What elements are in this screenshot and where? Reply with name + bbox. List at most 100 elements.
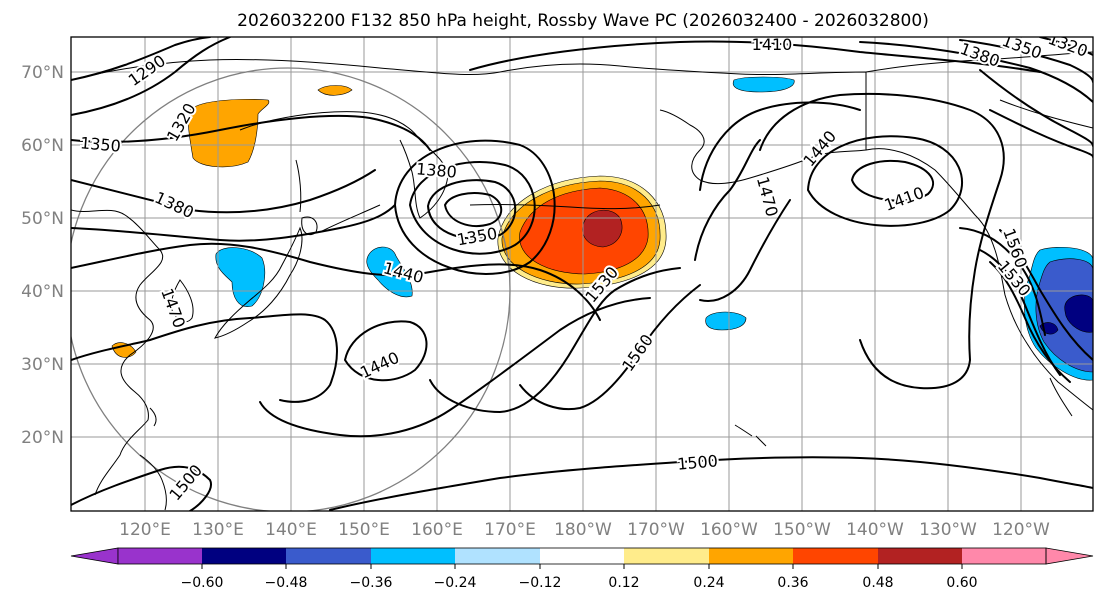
lon-tick-label: 120°W <box>992 520 1050 540</box>
contour-1500-trough <box>699 101 861 191</box>
contour-label: 1410 <box>752 35 793 54</box>
contour-label: 1350 <box>79 133 121 155</box>
contour-low-alaska-1 <box>851 159 934 202</box>
coast-korea <box>171 279 194 323</box>
coast-kamchatka <box>399 139 449 219</box>
colorbar-segment <box>455 548 540 564</box>
colorbar-tick-label: −0.48 <box>265 575 308 591</box>
contour-1440-west <box>71 242 601 321</box>
contour-1350-north <box>959 39 1093 83</box>
colorbar-segment <box>962 548 1046 564</box>
lon-tick-label: 170°E <box>484 520 536 540</box>
lat-tick-label: 40°N <box>21 282 64 302</box>
negative-anomaly-west-us-mid <box>1035 258 1093 373</box>
negative-anomaly-japan-sea <box>215 247 265 307</box>
lat-tick-label: 30°N <box>21 355 64 375</box>
colorbar-tick-label: 0.60 <box>946 575 977 591</box>
colorbar-tick-label: 0.48 <box>862 575 893 591</box>
contour-1470-west <box>71 313 338 403</box>
colorbar-segment <box>286 548 371 564</box>
anomaly-fills <box>111 76 1093 381</box>
colorbar-segment <box>202 548 286 564</box>
lon-tick-label: 130°E <box>192 520 244 540</box>
lon-tick-label: 140°W <box>846 520 904 540</box>
contour-1320 <box>71 37 231 116</box>
negative-anomaly-arctic <box>732 76 795 93</box>
coast-japan <box>214 226 303 339</box>
colorbar-extend-left <box>70 547 119 565</box>
colorbar-segment <box>118 548 202 564</box>
coast-taiwan <box>149 407 157 427</box>
coast-philippines <box>139 454 167 511</box>
colorbar-border <box>117 547 1047 565</box>
contour-1290 <box>71 37 211 81</box>
colorbar-extend-right <box>1045 547 1094 565</box>
latitude-labels: 70°N 60°N 50°N 40°N 30°N 20°N <box>21 63 64 448</box>
contour-low-alaska-2 <box>807 135 964 227</box>
lon-tick-label: 160°E <box>411 520 463 540</box>
lon-tick-label: 150°W <box>773 520 831 540</box>
lon-tick-label: 180°W <box>554 520 612 540</box>
contour-1500-long <box>329 456 1093 511</box>
contour-1500-south <box>71 465 212 511</box>
colorbar-segment <box>878 548 962 564</box>
contour-label: 1380 <box>415 159 457 181</box>
positive-anomaly-small-north <box>317 85 353 96</box>
lon-tick-label: 140°E <box>265 520 317 540</box>
lat-tick-label: 20°N <box>21 428 64 448</box>
colorbar-segment <box>624 548 709 564</box>
negative-anomaly-west-us-core <box>1064 294 1093 333</box>
contour-1470-east-low <box>959 227 1046 336</box>
contour-1410 <box>71 204 396 242</box>
contour-1560-east <box>999 229 1093 361</box>
positive-anomaly-core-darkred <box>582 209 623 248</box>
negative-anomaly-subtropic <box>705 311 747 331</box>
range-circle <box>71 67 511 511</box>
positive-anomaly-siberia <box>188 99 270 168</box>
contour-low-ring-3 <box>409 161 536 255</box>
height-contours <box>71 37 1093 511</box>
lon-tick-label: 160°W <box>700 520 758 540</box>
contour-1410-east <box>989 109 1093 158</box>
contour-1560-trough <box>699 199 791 302</box>
coast-alaska <box>619 65 867 185</box>
coast-arctic <box>71 58 621 81</box>
contour-low-ring-1 <box>444 192 503 227</box>
contour-1380-north <box>859 41 1093 103</box>
colorbar-segment <box>371 548 455 564</box>
lon-tick-label: 120°E <box>119 520 171 540</box>
lon-tick-label: 170°W <box>627 520 685 540</box>
colorbar-tick-marks <box>201 564 963 569</box>
colorbar-tick-label: −0.60 <box>181 575 224 591</box>
contour-1530-trough <box>694 139 761 261</box>
colorbar-tick-label: 0.36 <box>777 575 808 591</box>
lon-tick-label: 150°E <box>338 520 390 540</box>
colorbar-tick-label: −0.24 <box>434 575 477 591</box>
colorbar-tick-label: −0.12 <box>519 575 562 591</box>
coast-canada-arctic <box>865 51 1093 73</box>
coast-na-west <box>994 249 1093 411</box>
contour-low-ring-4 <box>394 139 556 275</box>
contour-1470-trough <box>759 92 1005 390</box>
lon-tick-label: 130°W <box>919 520 977 540</box>
contour-low-ring-2 <box>427 179 517 240</box>
contour-1380-east <box>979 69 1093 147</box>
colorbar: −0.60 −0.48 −0.36 −0.24 −0.12 0.12 0.24 … <box>70 547 1094 591</box>
contour-1320-north <box>1039 37 1093 56</box>
colorbar-segment <box>793 548 878 564</box>
contour-label: 1500 <box>676 451 718 473</box>
colorbar-tick-label: −0.36 <box>350 575 393 591</box>
colorbar-segment <box>540 548 624 564</box>
contour-1440-south <box>344 320 428 382</box>
coast-aleutians <box>469 204 661 210</box>
coast-hawaii <box>734 424 767 447</box>
colorbar-tick-label: 0.12 <box>608 575 639 591</box>
contour-1410-north <box>469 40 1041 73</box>
coast-sakhalin <box>295 159 302 213</box>
coast-se-alaska <box>865 148 996 251</box>
contour-1500-east <box>259 297 651 438</box>
lat-tick-label: 60°N <box>21 136 64 156</box>
contour-1530-east <box>989 261 1071 383</box>
contour-1500-east-low <box>979 249 1061 376</box>
